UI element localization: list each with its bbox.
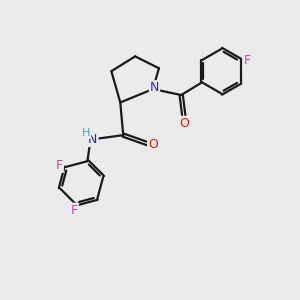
Text: H: H (82, 128, 90, 138)
Text: F: F (244, 54, 251, 67)
Text: O: O (148, 138, 158, 151)
Text: N: N (150, 81, 159, 94)
Text: N: N (88, 133, 98, 146)
Text: O: O (179, 117, 189, 130)
Text: F: F (56, 159, 63, 172)
Text: F: F (71, 204, 78, 217)
